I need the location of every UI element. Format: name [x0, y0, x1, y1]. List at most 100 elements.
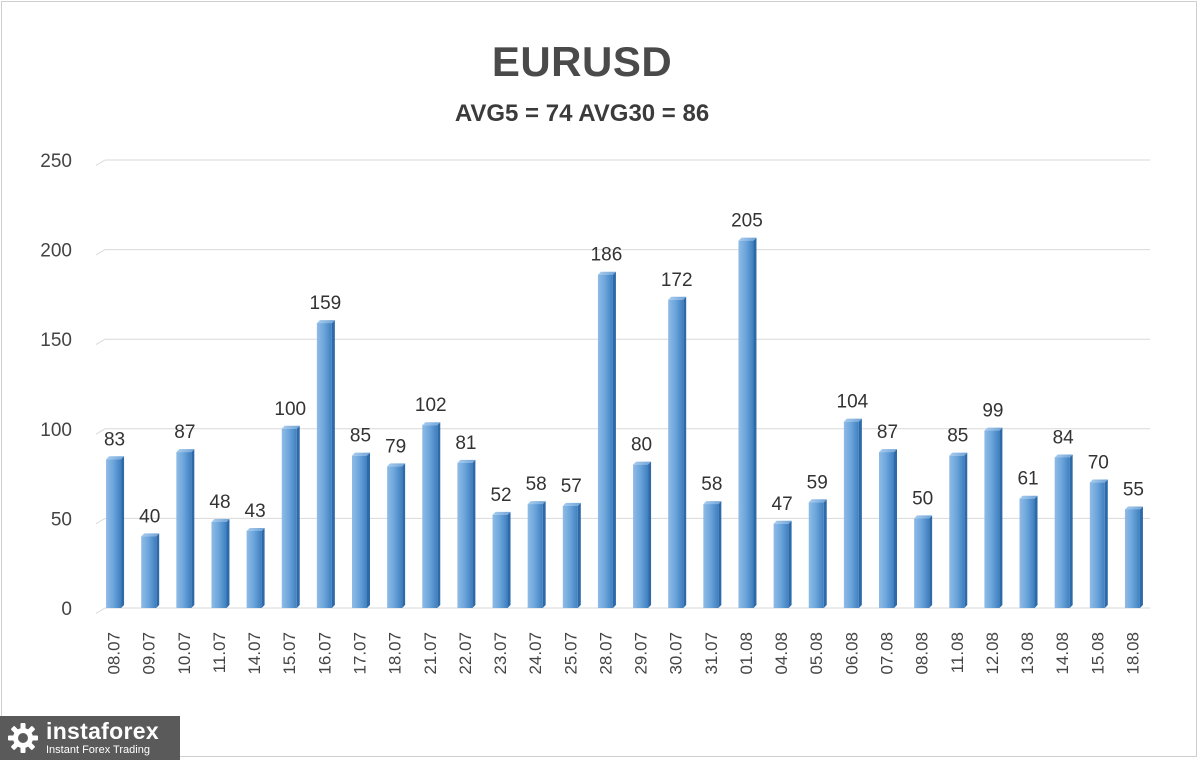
x-tick-label: 22.07 [456, 632, 475, 675]
bar-side [472, 459, 476, 608]
bar-09.07 [141, 533, 160, 608]
gridline-diag-50 [95, 517, 106, 525]
bar-21.07 [422, 422, 441, 608]
bar-side [577, 502, 581, 608]
bar-13.08 [1019, 495, 1038, 608]
bar-17.07 [352, 452, 370, 608]
gridlines [95, 159, 1150, 614]
x-tick-label: 16.07 [315, 632, 334, 675]
bar-side [894, 449, 897, 608]
y-tick-label: 150 [40, 330, 72, 351]
bar-front [106, 459, 122, 608]
bar-11.07 [211, 518, 230, 608]
bar-side [121, 456, 125, 608]
bars: 83 40 87 48 43 100 159 85 79 102 81 52 58 57 186 80 172 5… [104, 211, 1144, 608]
bar-18.07 [387, 463, 406, 608]
bar-top [914, 515, 933, 519]
bar-side [507, 511, 511, 608]
gridline-diag-150 [95, 338, 106, 346]
gear-logo-icon [8, 723, 38, 753]
bar-front [879, 452, 894, 608]
bar-25.07 [562, 502, 581, 608]
bar-value-label: 47 [772, 494, 793, 515]
x-tick-label: 30.07 [667, 632, 686, 675]
bar-side [612, 271, 616, 608]
bar-value-label: 58 [701, 474, 722, 495]
logo-name: instaforex [46, 718, 159, 744]
bar-23.07 [492, 511, 511, 608]
bar-side [261, 527, 265, 608]
x-tick-label: 29.07 [632, 632, 651, 675]
x-tick-label: 14.07 [245, 632, 264, 675]
bar-side [1104, 479, 1108, 608]
bar-value-label: 80 [631, 435, 652, 456]
bar-top [422, 422, 441, 426]
bar-front [176, 452, 192, 608]
bar-front [1089, 482, 1105, 608]
bar-front [1124, 509, 1140, 608]
bar-top [1054, 454, 1073, 458]
bar-side [1034, 495, 1038, 608]
bar-12.08 [984, 427, 1003, 608]
bar-top [597, 271, 616, 275]
bar-top [633, 461, 652, 465]
bar-top [1089, 479, 1108, 483]
bar-side [226, 518, 230, 608]
bar-front [949, 455, 965, 608]
bar-16.07 [316, 320, 335, 608]
bar-value-label: 87 [877, 422, 898, 443]
bar-01.08 [738, 237, 757, 608]
bar-front [422, 425, 438, 608]
bar-value-label: 100 [274, 399, 306, 420]
x-tick-label: 24.07 [526, 632, 545, 675]
bar-08.07 [106, 456, 125, 608]
x-tick-label: 08.07 [105, 632, 124, 675]
bar-10.07 [176, 449, 195, 608]
bar-front [246, 530, 262, 608]
bar-05.08 [808, 499, 827, 608]
bar-value-label: 186 [591, 245, 623, 266]
bar-top [246, 527, 265, 531]
y-tick-label: 50 [51, 509, 72, 530]
bar-top [457, 459, 476, 463]
bar-15.08 [1089, 479, 1108, 608]
bar-value-label: 40 [139, 506, 160, 527]
bar-side [542, 501, 546, 608]
bar-top [1124, 506, 1143, 510]
bar-side [156, 533, 160, 608]
gridline-diag-250 [95, 159, 106, 166]
bar-07.08 [879, 449, 897, 608]
bar-side [823, 499, 827, 608]
bar-top [352, 452, 370, 456]
bar-front [492, 514, 508, 608]
bar-front [668, 299, 684, 608]
bar-top [211, 518, 230, 522]
bar-value-label: 52 [490, 485, 511, 506]
bar-top [492, 511, 511, 515]
bar-value-label: 84 [1053, 427, 1075, 448]
bar-side [1139, 506, 1143, 608]
bar-side [1069, 454, 1073, 608]
bar-14.07 [246, 527, 265, 608]
bar-front [352, 455, 367, 608]
x-tick-label: 15.08 [1088, 632, 1107, 675]
x-tick-label: 10.07 [175, 632, 194, 675]
bar-side [858, 418, 862, 608]
bar-front [808, 502, 824, 608]
x-tick-label: 01.08 [737, 632, 756, 675]
bar-15.07 [281, 425, 300, 608]
bar-value-label: 50 [912, 488, 933, 509]
bar-11.08 [949, 452, 968, 608]
bar-front [773, 523, 789, 608]
bar-value-label: 48 [209, 492, 230, 513]
bar-front [281, 428, 297, 608]
bar-front [211, 521, 227, 608]
bar-front [703, 504, 719, 608]
y-tick-label: 0 [61, 599, 72, 620]
bar-06.08 [843, 418, 862, 608]
bar-top [281, 425, 300, 429]
bar-value-label: 99 [982, 401, 1003, 422]
bar-value-label: 104 [837, 392, 869, 413]
bar-side [367, 452, 370, 608]
